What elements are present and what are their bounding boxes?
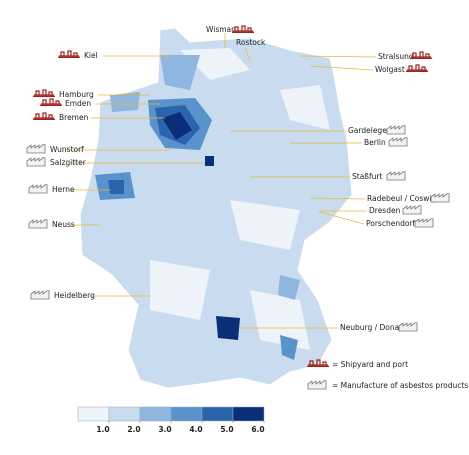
city-label: Kiel bbox=[84, 51, 98, 60]
scale-tick-label: 1.0 bbox=[96, 425, 109, 434]
city-label: Wismar bbox=[206, 25, 235, 34]
city-label: Rostock bbox=[236, 38, 266, 47]
scale-tick-label: 5.0 bbox=[220, 425, 233, 434]
city-label: Heidelberg bbox=[54, 291, 95, 300]
scale-swatch bbox=[77, 406, 110, 422]
city-label: Berlin bbox=[364, 138, 386, 147]
city-label: Staßfurt bbox=[352, 172, 382, 181]
city-label: Wolgast bbox=[375, 65, 405, 74]
city-label: Neuss bbox=[52, 220, 75, 229]
city-label: Radebeul / Coswig bbox=[367, 194, 436, 203]
germany bbox=[79, 27, 353, 389]
city-label: Bremen bbox=[59, 113, 89, 122]
scale-swatch bbox=[139, 406, 172, 422]
leader-lines bbox=[65, 33, 377, 329]
legend: = Shipyard and port = Manufacture of asb… bbox=[307, 359, 468, 390]
city-label: Hamburg bbox=[59, 90, 94, 99]
city-label: Gardelegen bbox=[348, 126, 392, 135]
scale-tick-label: 2.0 bbox=[127, 425, 140, 434]
city-label: Stralsund bbox=[378, 52, 414, 61]
city-label: Salzgitter bbox=[50, 158, 87, 167]
scale-swatch bbox=[170, 406, 203, 422]
city-label: Porschendorf bbox=[366, 219, 416, 228]
color-scale: 1.0 2.0 3.0 4.0 5.0 6.0 bbox=[77, 406, 265, 434]
legend-label: = Shipyard and port bbox=[332, 360, 408, 369]
scale-swatch bbox=[232, 406, 265, 422]
scale-tick-label: 6.0 bbox=[251, 425, 264, 434]
scale-tick-label: 4.0 bbox=[189, 425, 202, 434]
scale-tick-label: 3.0 bbox=[158, 425, 171, 434]
legend-label: = Manufacture of asbestos products bbox=[332, 381, 468, 390]
city-label: Neuburg / Donau bbox=[340, 323, 404, 332]
city-label: Wunstorf bbox=[50, 145, 84, 154]
scale-swatch bbox=[108, 406, 141, 422]
scale-swatch bbox=[201, 406, 234, 422]
city-label: Herne bbox=[52, 185, 75, 194]
labels: Kiel Hamburg Emden Bremen Wunstorf Salzg… bbox=[26, 25, 450, 332]
city-label: Emden bbox=[65, 99, 91, 108]
city-label: Dresden bbox=[369, 206, 401, 215]
